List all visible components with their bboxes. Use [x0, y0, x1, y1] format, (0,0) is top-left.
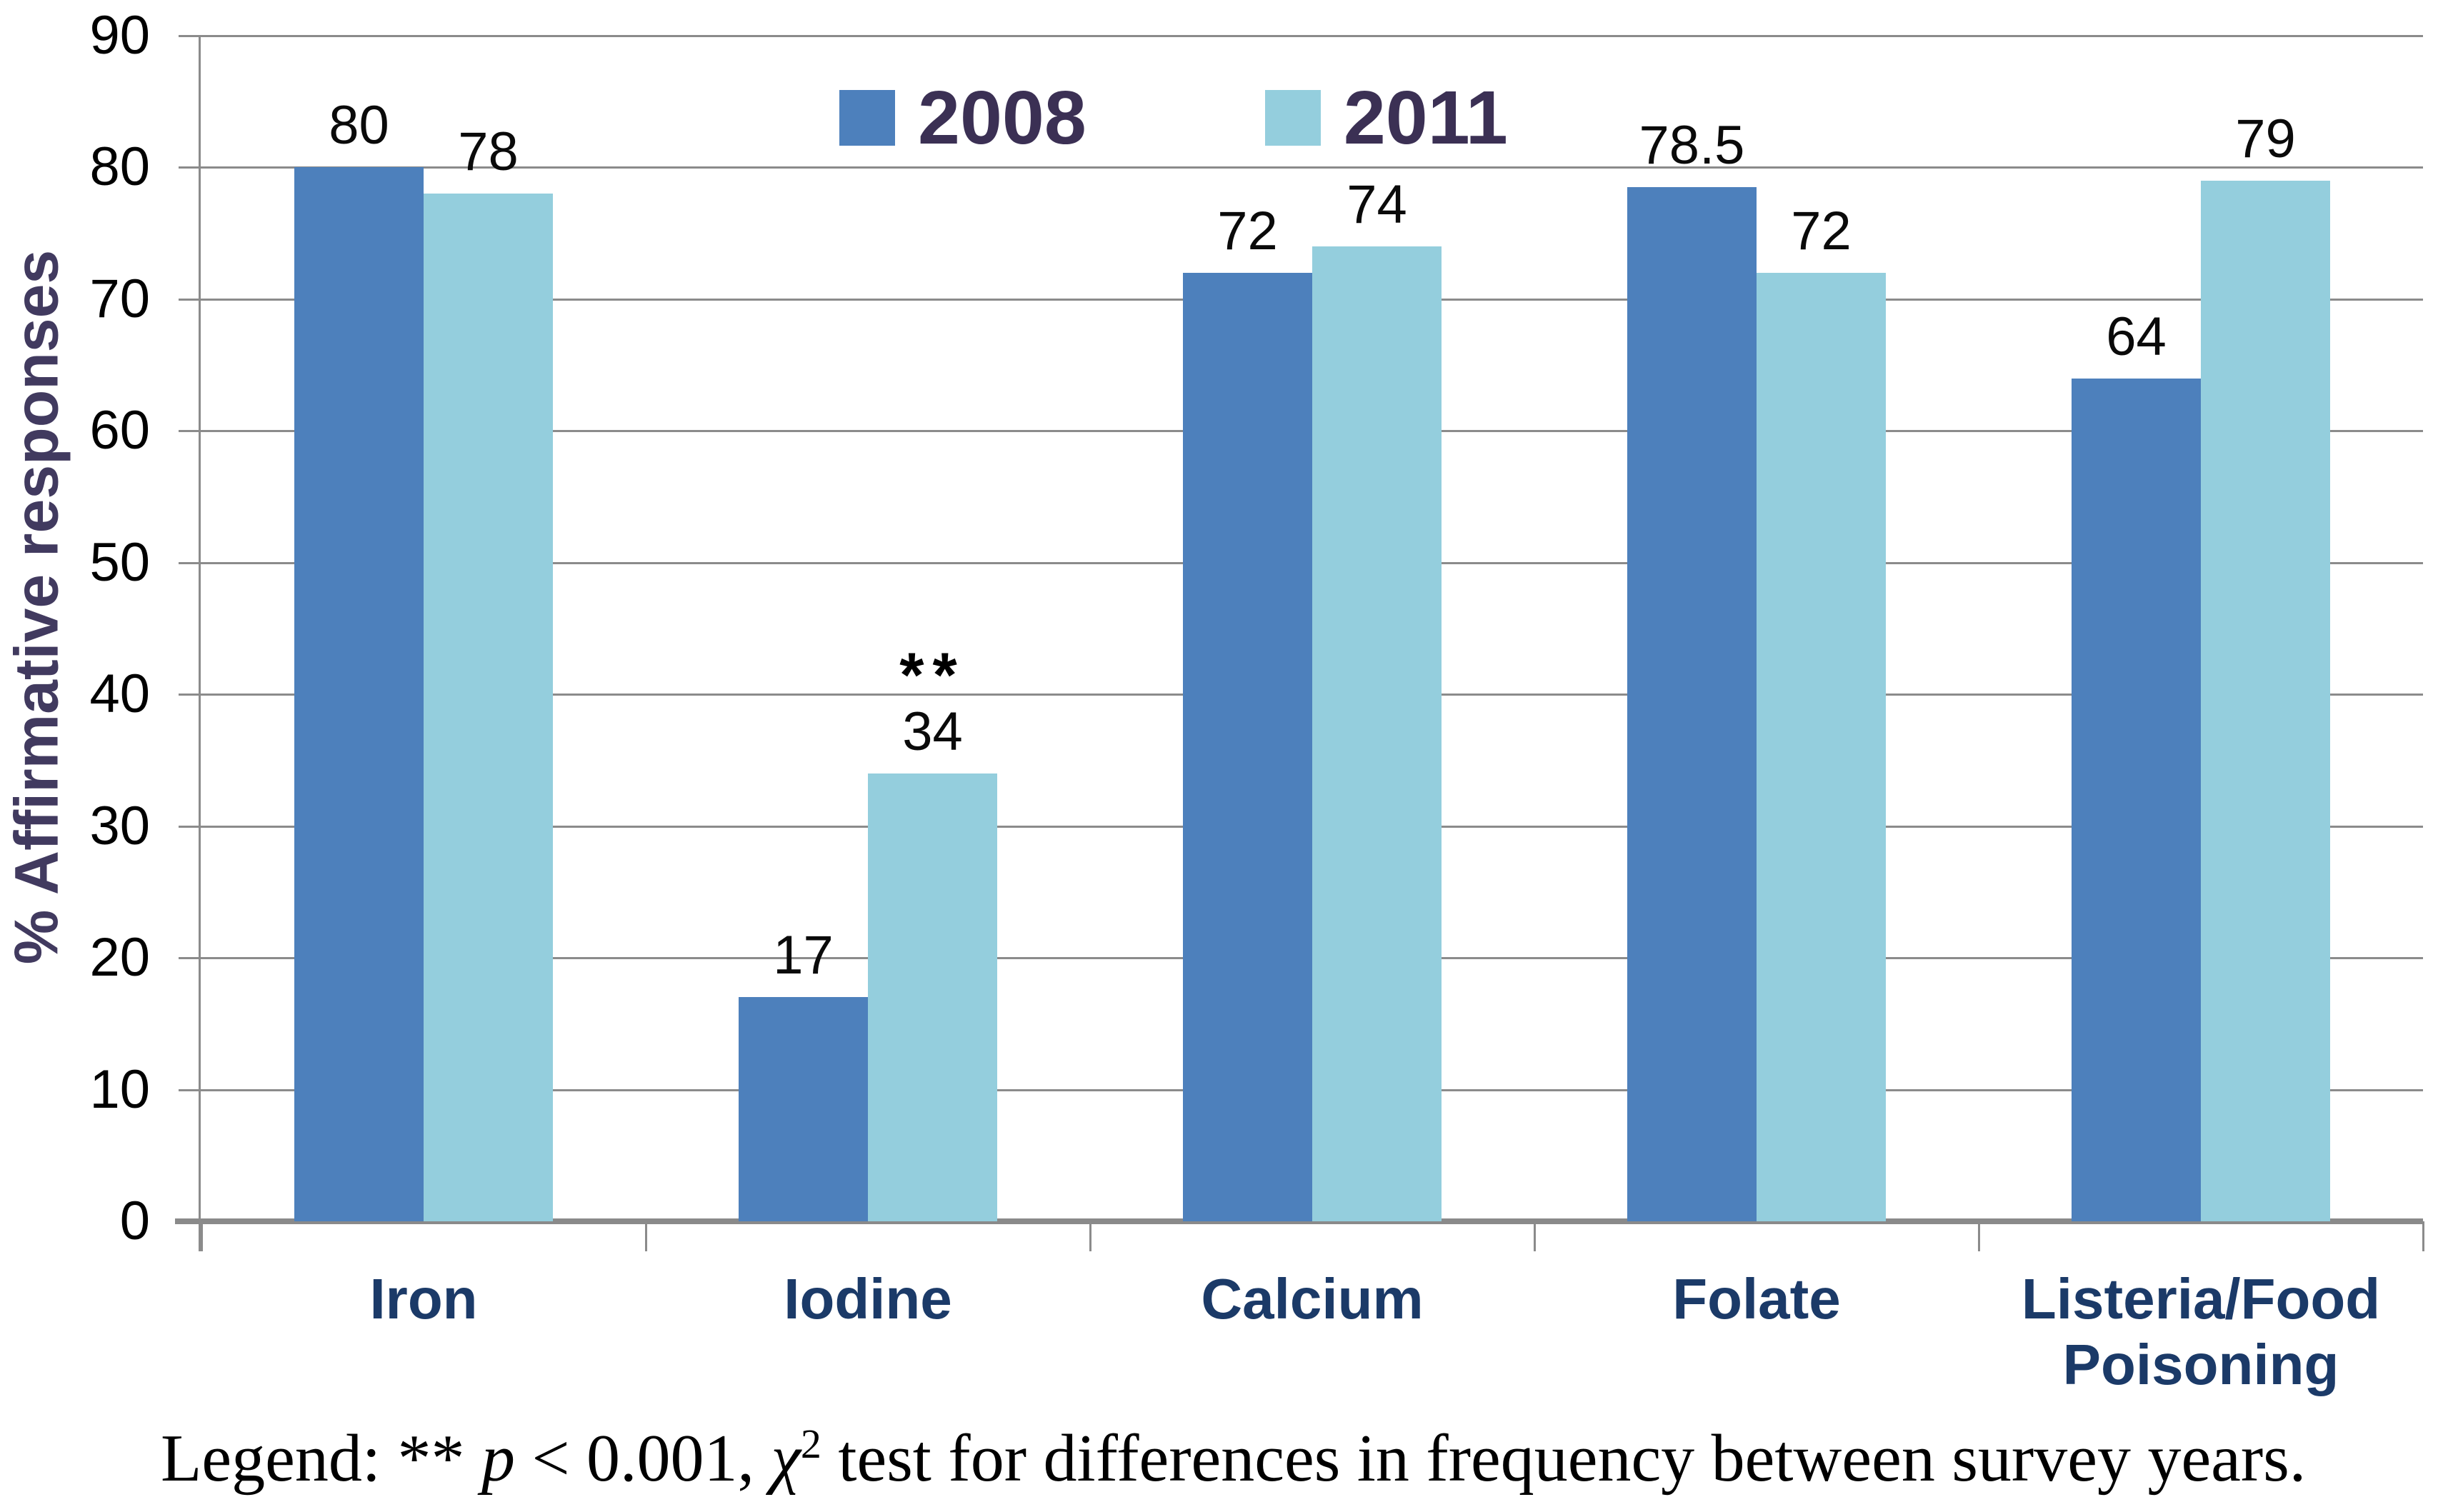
category-label-iron: Iron	[369, 1267, 478, 1331]
bar-2011-folate	[1757, 273, 1886, 1221]
x-axis-line	[175, 1218, 2423, 1224]
x-axis-tick-5	[2422, 1221, 2424, 1251]
y-tick-label-50: 50	[89, 531, 150, 593]
legend-swatch-2008	[839, 90, 895, 146]
bar-2011-iron	[424, 194, 553, 1221]
footnote: Legend: ** p < 0.001, χ2 test for differ…	[161, 1420, 2306, 1497]
category-label-listeria-food-poisoning: Listeria/Food Poisoning	[2021, 1267, 2381, 1396]
y-tick-label-40: 40	[89, 664, 150, 725]
y-tick-label-80: 80	[89, 136, 150, 198]
x-axis-tick-4	[1978, 1221, 1980, 1251]
y-tick-label-30: 30	[89, 795, 150, 856]
footnote-chi-symbol: χ	[771, 1421, 801, 1496]
legend-label-2008: 2008	[918, 76, 1086, 160]
bar-2008-listeria-food-poisoning	[2072, 378, 2201, 1221]
y-tick-label-20: 20	[89, 927, 150, 988]
significance-annotation: **	[899, 639, 966, 710]
x-axis-tick-1	[645, 1221, 647, 1251]
bar-2011-iodine	[868, 773, 997, 1221]
legend-swatch-2011	[1264, 90, 1321, 146]
category-label-calcium: Calcium	[1201, 1267, 1424, 1331]
x-axis-tick-3	[1534, 1221, 1536, 1251]
gridline-90	[179, 35, 2423, 37]
footnote-text: < 0.001,	[514, 1421, 771, 1496]
value-label-2008-0: 80	[329, 95, 389, 156]
value-label-2008-4: 64	[2106, 306, 2167, 367]
bar-2008-calcium	[1183, 273, 1312, 1221]
footnote-text: test for differences in frequency betwee…	[821, 1421, 2307, 1496]
bar-2008-folate	[1627, 187, 1757, 1221]
legend-label-2011: 2011	[1343, 76, 1508, 160]
y-axis-title: % Affirmative responses	[2, 249, 71, 965]
footnote-p-symbol: p	[481, 1421, 515, 1496]
value-label-2008-3: 78.5	[1639, 115, 1745, 176]
bar-2011-calcium	[1312, 246, 1442, 1221]
value-label-2011-2: 74	[1347, 174, 1407, 236]
value-label-2011-1: 34	[902, 701, 963, 762]
bar-2011-listeria-food-poisoning	[2201, 180, 2330, 1221]
value-label-2011-3: 72	[1791, 201, 1852, 261]
gridline-80	[179, 166, 2423, 169]
y-tick-label-90: 90	[89, 5, 150, 66]
y-tick-label-60: 60	[89, 400, 150, 461]
footnote-chi-exponent: 2	[800, 1421, 821, 1468]
x-axis-tick-0	[201, 1221, 203, 1251]
y-tick-label-70: 70	[89, 268, 150, 329]
legend: 2008 2011	[839, 80, 1508, 156]
value-label-2008-1: 17	[773, 925, 834, 986]
category-label-folate: Folate	[1672, 1267, 1841, 1331]
value-label-2008-2: 72	[1217, 201, 1278, 261]
footnote-text: Legend: **	[161, 1421, 481, 1496]
y-tick-label-10: 10	[89, 1058, 150, 1120]
y-tick-label-0: 0	[119, 1191, 150, 1251]
bar-2008-iron	[294, 167, 424, 1221]
bar-2008-iodine	[739, 997, 868, 1221]
category-label-iodine: Iodine	[784, 1267, 952, 1331]
value-label-2011-0: 78	[458, 121, 519, 183]
x-axis-tick-2	[1089, 1221, 1091, 1251]
y-axis-line	[199, 36, 201, 1251]
value-label-2011-4: 79	[2235, 108, 2296, 169]
